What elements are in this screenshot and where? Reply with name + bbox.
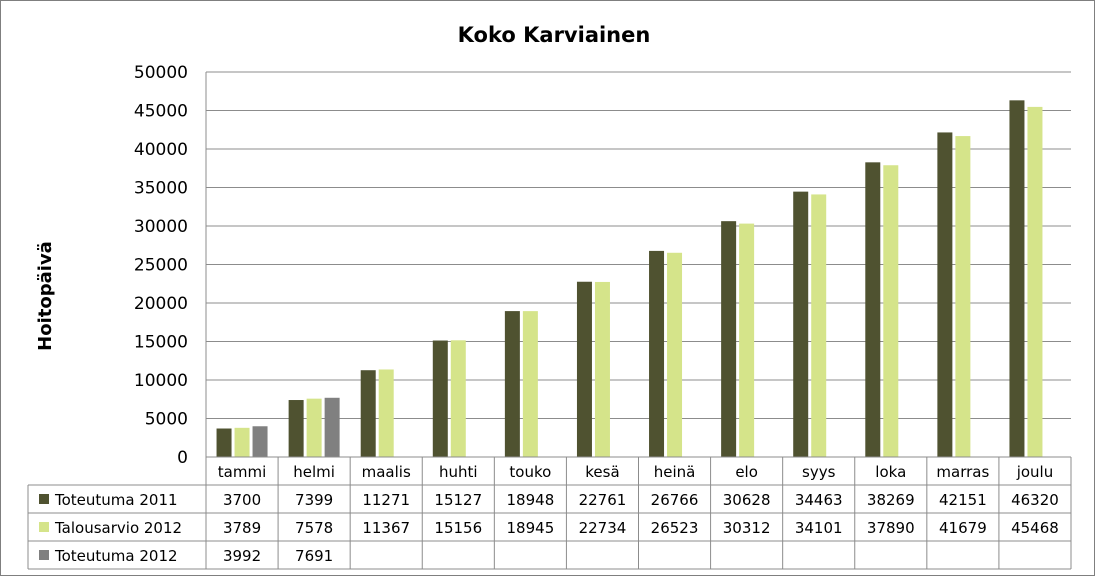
bar-1-helmi: [288, 400, 304, 457]
data-label: 30312: [723, 519, 771, 537]
data-label: 34101: [795, 519, 843, 537]
data-label: 34463: [795, 491, 843, 509]
data-label: 3789: [223, 519, 261, 537]
y-tick-label: 50000: [134, 63, 188, 83]
bar-1-marras: [937, 132, 953, 457]
bar-3-helmi: [324, 397, 340, 457]
bars: [216, 100, 1043, 458]
x-tick-label: helmi: [293, 463, 335, 481]
x-tick-label: maalis: [362, 463, 411, 481]
data-label: 26523: [651, 519, 699, 537]
y-tick-label: 0: [177, 448, 188, 468]
data-label: 38269: [867, 491, 915, 509]
data-label: 42151: [939, 491, 987, 509]
x-tick-label: kesä: [585, 463, 619, 481]
bar-1-joulu: [1009, 100, 1025, 457]
data-label: 3992: [223, 547, 261, 565]
bar-2-touko: [522, 311, 538, 457]
data-label: 18945: [507, 519, 555, 537]
bar-2-marras: [955, 136, 971, 457]
data-table: tammi helmi maalis huhti touko kesä heinä elo sy…: [27, 456, 1072, 570]
x-tick-label: syys: [802, 463, 836, 481]
bar-1-loka: [865, 162, 881, 457]
bar-2-joulu: [1027, 106, 1043, 458]
y-tick-label: 10000: [134, 371, 188, 391]
bar-2-maalis: [378, 369, 394, 457]
data-label: 15156: [434, 519, 482, 537]
x-tick-label: tammi: [218, 463, 266, 481]
legend-entry: Toteutuma 2012: [54, 547, 178, 565]
bar-2-huhti: [450, 340, 466, 457]
data-label: 11367: [362, 519, 410, 537]
bar-1-touko: [504, 311, 520, 457]
x-tick-label: huhti: [439, 463, 478, 481]
y-tick-label: 40000: [134, 140, 188, 160]
bar-1-huhti: [432, 340, 448, 457]
data-label: 26766: [651, 491, 699, 509]
data-label: 15127: [434, 491, 482, 509]
data-label: 45468: [1011, 519, 1059, 537]
bar-3-tammi: [252, 426, 268, 457]
data-label: 11271: [362, 491, 410, 509]
data-label: 7399: [295, 491, 333, 509]
legend-swatch: [39, 494, 49, 504]
y-tick-label: 30000: [134, 217, 188, 237]
data-label: 30628: [723, 491, 771, 509]
legend-swatch: [39, 522, 49, 532]
y-tick-label: 5000: [145, 410, 188, 430]
data-label: 3700: [223, 491, 261, 509]
bar-2-kesä: [594, 281, 610, 457]
data-label: 7578: [295, 519, 333, 537]
bar-1-kesä: [576, 281, 592, 457]
y-tick-label: 35000: [134, 179, 188, 199]
y-tick-label: 45000: [134, 102, 188, 122]
legend-entry: Talousarvio 2012: [54, 519, 182, 537]
x-tick-label: joulu: [1016, 463, 1054, 481]
x-tick-label: touko: [509, 463, 551, 481]
bar-2-tammi: [234, 427, 250, 457]
bar-1-maalis: [360, 370, 376, 457]
data-label: 18948: [507, 491, 555, 509]
chart-title: Koko Karviainen: [458, 23, 651, 47]
bar-1-elo: [721, 221, 737, 457]
data-label: 22761: [579, 491, 627, 509]
bar-2-elo: [739, 223, 755, 457]
data-label: 41679: [939, 519, 987, 537]
y-tick-label: 15000: [134, 333, 188, 353]
y-axis-label: Hoitopäivä: [35, 241, 56, 351]
y-tick-label: 25000: [134, 256, 188, 276]
bar-2-syys: [811, 194, 827, 457]
bar-2-loka: [883, 165, 899, 457]
y-tick-label: 20000: [134, 294, 188, 314]
bar-1-heinä: [649, 250, 665, 457]
data-label: 46320: [1011, 491, 1059, 509]
legend-swatch: [39, 550, 49, 560]
data-label: 7691: [295, 547, 333, 565]
bar-1-syys: [793, 191, 809, 458]
x-tick-label: elo: [735, 463, 758, 481]
gridlines: [205, 71, 1071, 458]
x-tick-label: marras: [936, 463, 989, 481]
x-tick-label: heinä: [654, 463, 696, 481]
data-label: 22734: [579, 519, 627, 537]
bar-2-heinä: [667, 252, 683, 457]
legend-entry: Toteutuma 2011: [54, 491, 178, 509]
y-axis-ticks: 0 5000 10000 15000 20000 25000 30000 35000 40000…: [134, 63, 188, 468]
data-label: 37890: [867, 519, 915, 537]
bar-2-helmi: [306, 398, 322, 457]
x-tick-label: loka: [875, 463, 906, 481]
bar-1-tammi: [216, 428, 232, 457]
